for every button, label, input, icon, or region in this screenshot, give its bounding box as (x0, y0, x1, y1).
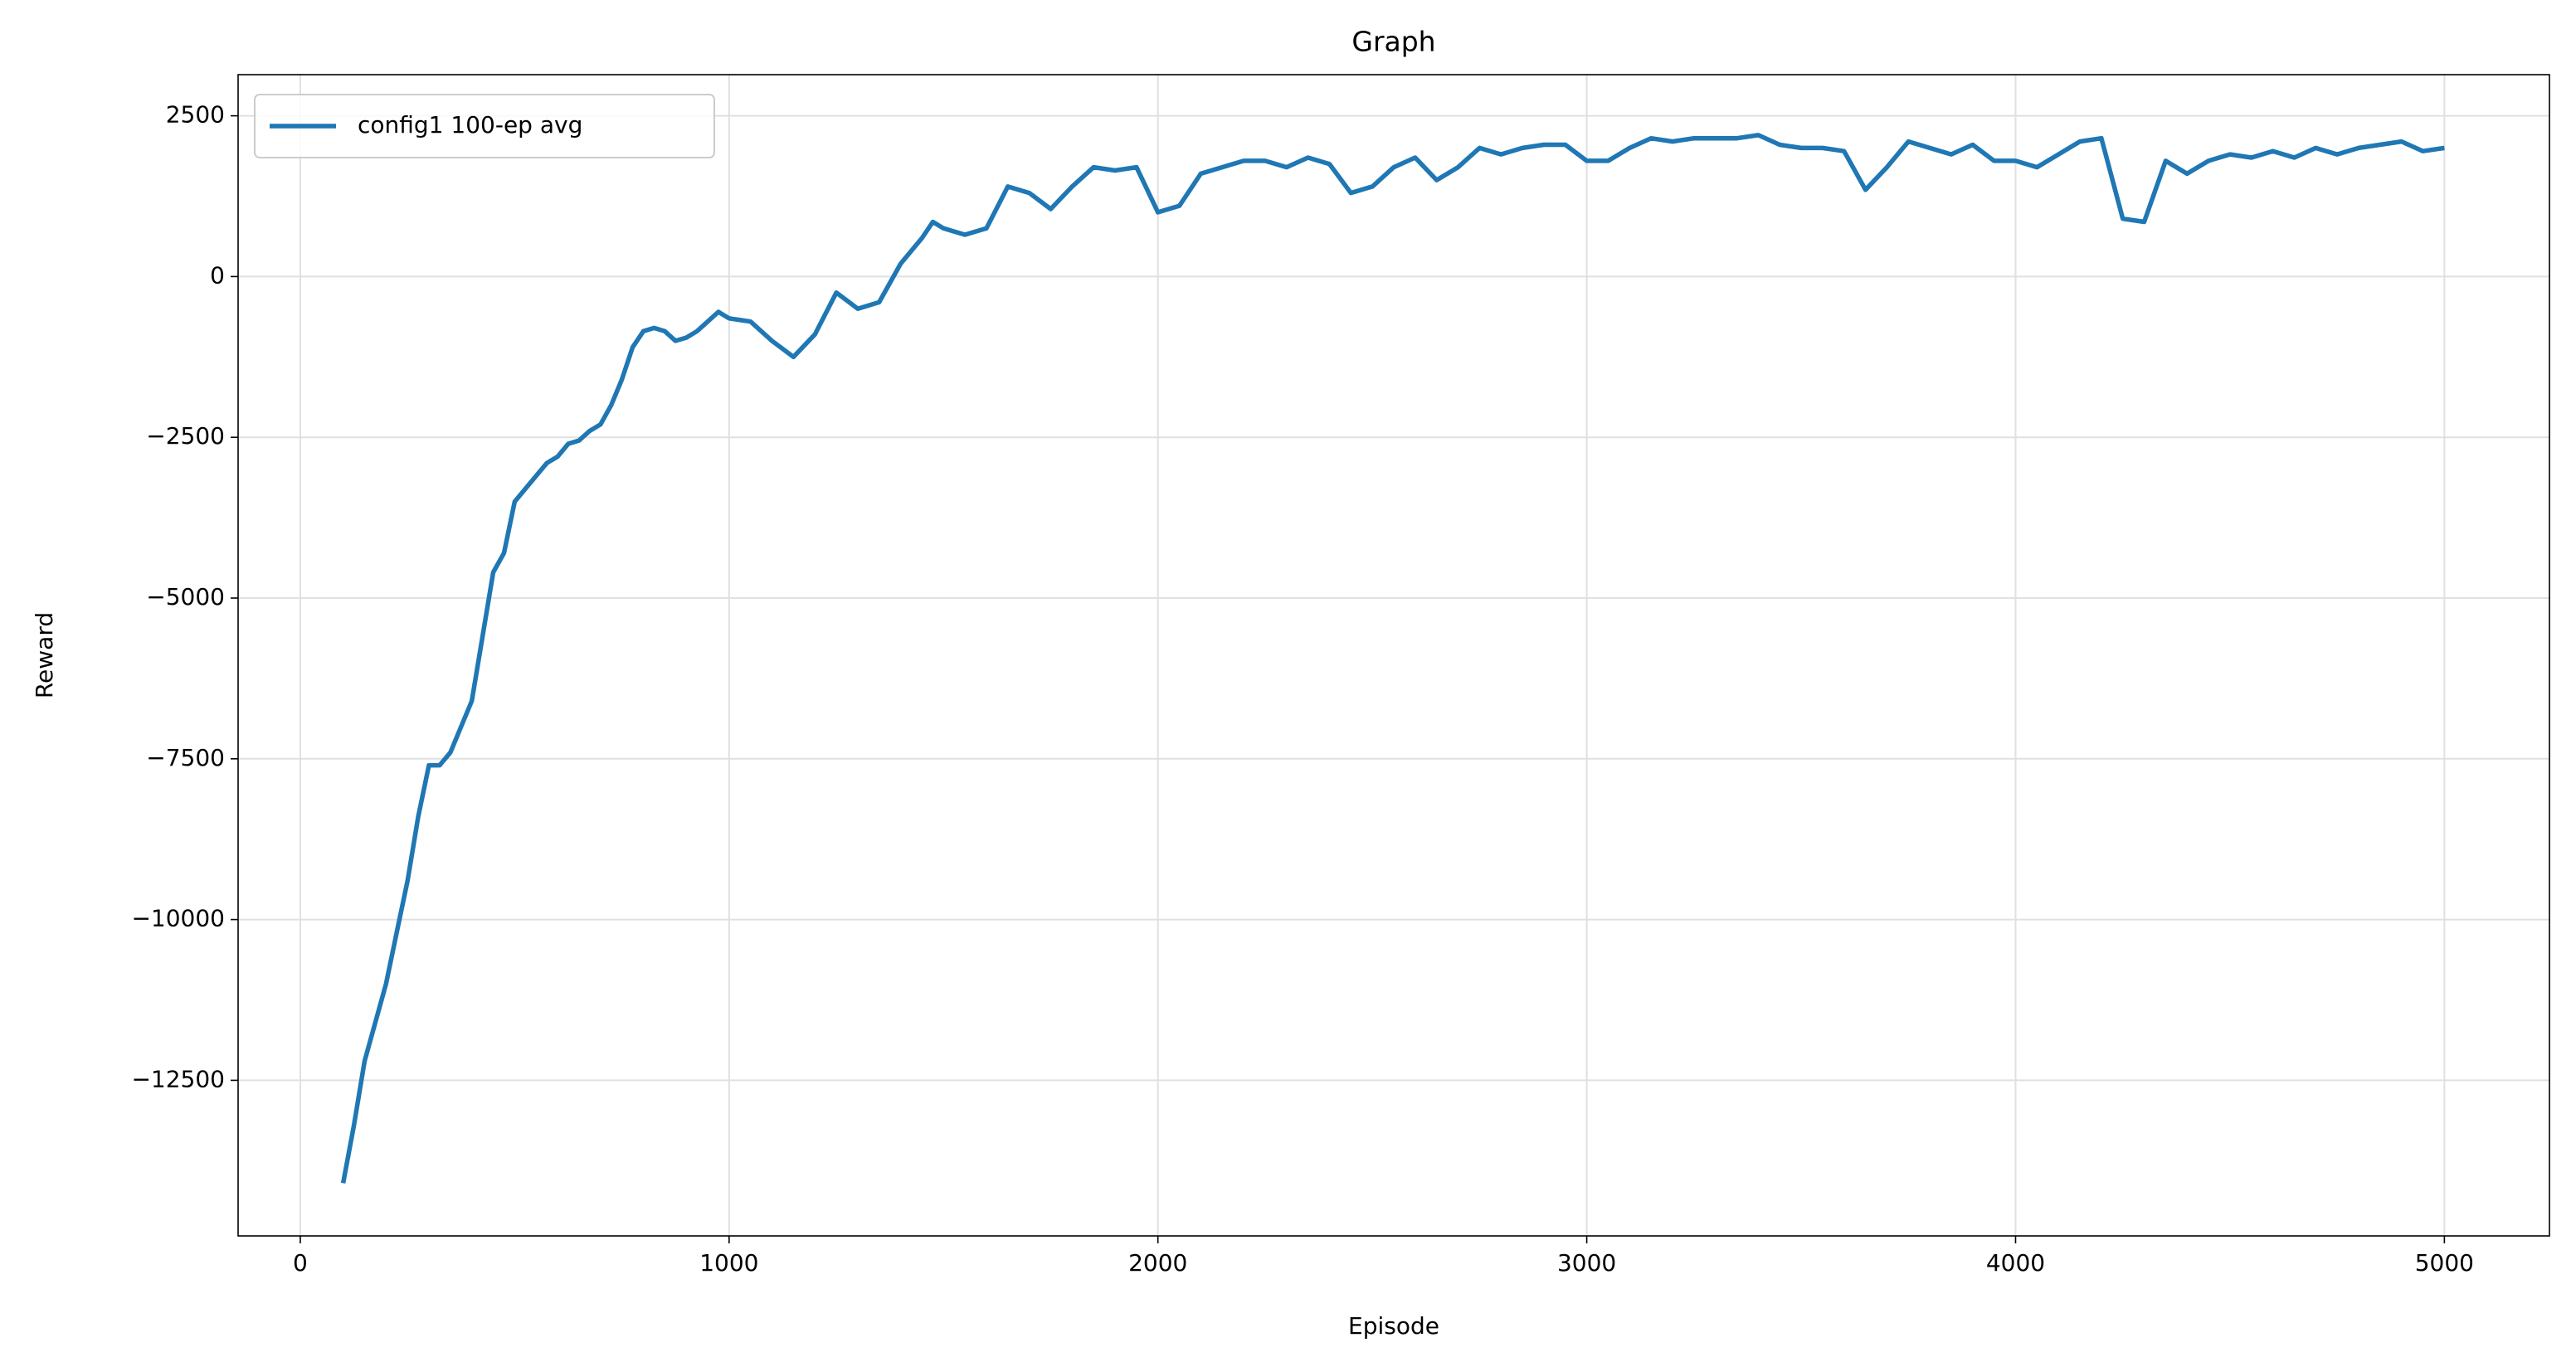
x-tick-label: 0 (293, 1249, 308, 1277)
chart-title: Graph (1351, 26, 1435, 58)
y-tick-label: −7500 (146, 744, 225, 771)
y-axis-label: Reward (31, 612, 58, 698)
x-tick-label: 5000 (2415, 1249, 2474, 1277)
y-tick-label: −10000 (131, 905, 225, 932)
x-tick-label: 2000 (1128, 1249, 1187, 1277)
y-tick-label: −5000 (146, 583, 225, 610)
x-axis-label: Episode (1348, 1312, 1439, 1340)
x-tick-label: 1000 (699, 1249, 758, 1277)
legend-box (254, 94, 715, 158)
x-tick-label: 4000 (1986, 1249, 2045, 1277)
y-tick-label: 0 (210, 261, 225, 289)
legend-label: config1 100-ep avg (358, 111, 582, 139)
y-tick-label: −12500 (131, 1065, 225, 1092)
plot-frame (237, 74, 2550, 1237)
y-tick-label: 2500 (166, 101, 225, 129)
series-line (340, 133, 2445, 1184)
x-tick-label: 3000 (1557, 1249, 1616, 1277)
y-tick-label: −2500 (146, 422, 225, 450)
